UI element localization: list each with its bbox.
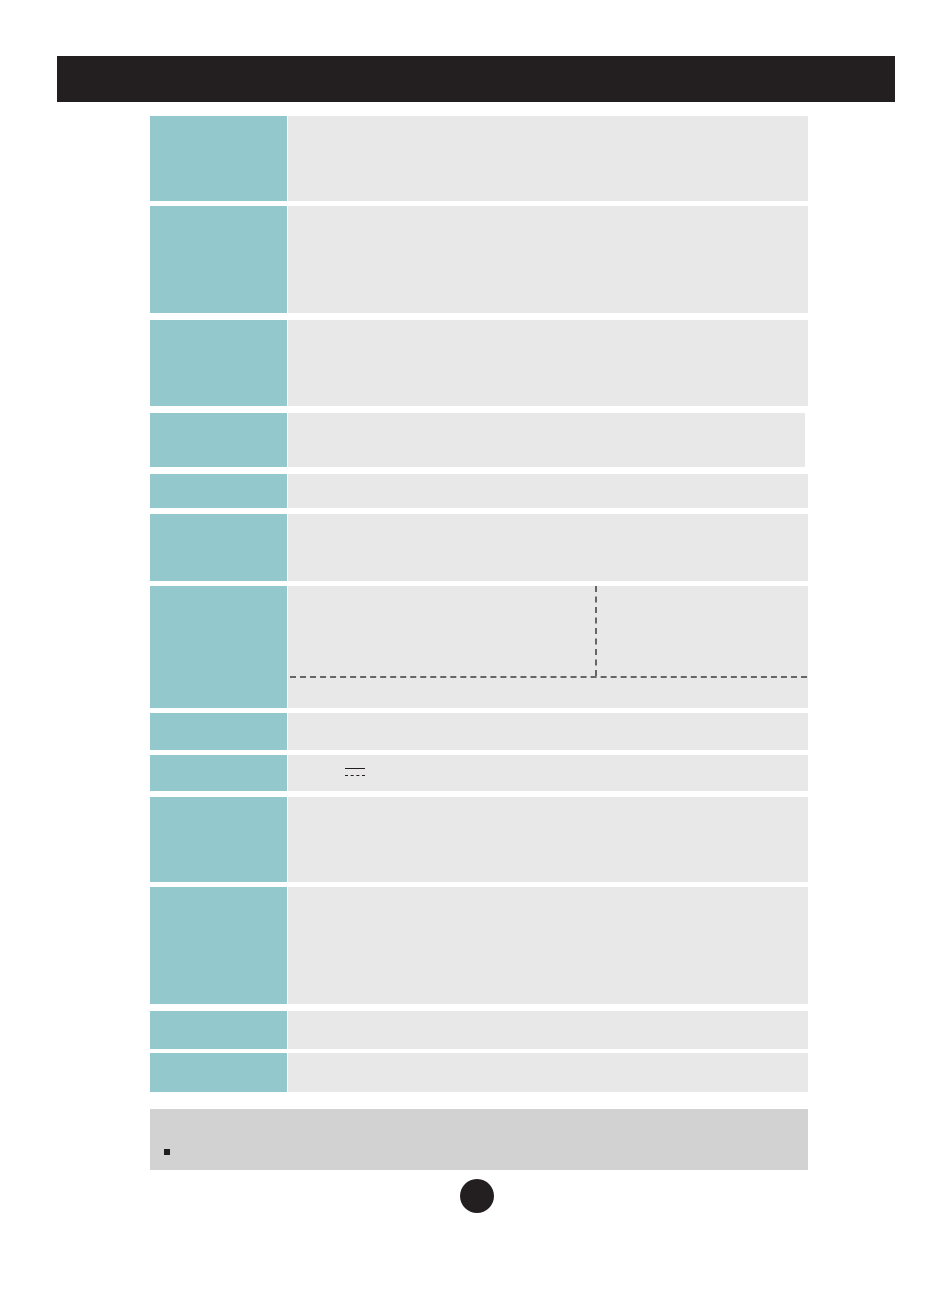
spec-value-cell [288,755,808,791]
spec-label-cell [150,1053,287,1092]
spec-value-cell [288,116,808,201]
spec-label-cell [150,1011,287,1049]
spec-label-cell [150,797,287,882]
spec-value-cell [288,514,808,581]
direct-current-symbol-icon-dashes [345,775,365,776]
spec-label-cell [150,887,287,1004]
spec-value-cell [288,1053,808,1092]
spec-value-cell [288,887,808,1004]
square-bullet-icon [164,1149,170,1155]
header-bar [57,56,895,102]
spec-label-cell [150,320,287,406]
spec-label-cell [150,413,287,467]
cell-divider-vertical [595,586,597,676]
note-box [150,1109,808,1170]
spec-value-cell [288,797,808,882]
spec-label-cell [150,586,287,708]
spec-value-cell [288,413,805,467]
cell-divider-horizontal [290,676,807,678]
spec-value-cell [288,474,808,508]
spec-value-cell [288,1011,808,1049]
spec-label-cell [150,474,287,508]
spec-label-cell [150,116,287,201]
spec-label-cell [150,206,287,313]
spec-value-cell [288,206,808,313]
spec-label-cell [150,755,287,791]
spec-value-cell [288,320,808,406]
spec-value-cell [288,713,808,750]
direct-current-symbol-icon [345,768,365,769]
page-number-marker [460,1179,494,1213]
spec-value-cell [288,586,808,708]
spec-label-cell [150,713,287,750]
spec-label-cell [150,514,287,581]
